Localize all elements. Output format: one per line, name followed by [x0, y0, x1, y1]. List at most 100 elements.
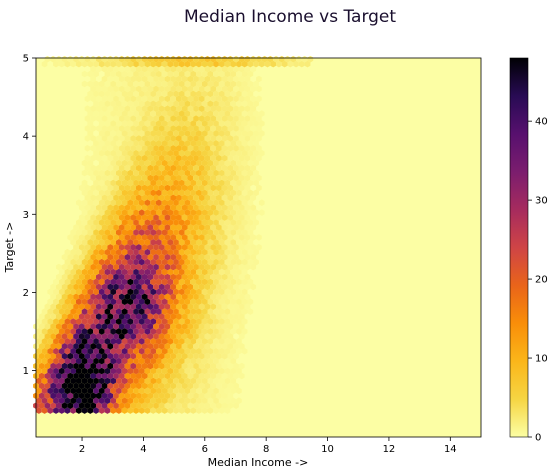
- hexbin-cell: [196, 130, 202, 137]
- hexbin-cell: [236, 179, 242, 187]
- hexbin-cell: [207, 318, 214, 325]
- hexbin-cell: [164, 392, 171, 400]
- hexbin-cell: [201, 258, 208, 266]
- hexbin-cell: [81, 397, 88, 404]
- hexbin-cell: [170, 184, 176, 192]
- hexbin-cell: [118, 174, 125, 182]
- hexbin-cell: [207, 209, 214, 216]
- x-tick-label: 2: [79, 444, 85, 455]
- hexbin-cell: [101, 303, 108, 310]
- hexbin-cell: [101, 125, 108, 132]
- hexbin-cell: [116, 169, 122, 177]
- hexbin-cell: [247, 159, 254, 167]
- hexbin-cell: [213, 278, 219, 286]
- hexbin-cell: [198, 164, 205, 172]
- hexbin-cell: [113, 55, 119, 63]
- hexbin-cell: [213, 60, 219, 68]
- hexbin-cell: [138, 407, 145, 414]
- hexbin-cell: [150, 209, 156, 216]
- hexbin-cell: [90, 95, 96, 103]
- hexbin-cell: [196, 318, 202, 325]
- hexbin-cell: [210, 362, 216, 370]
- hexbin-cell: [164, 283, 171, 291]
- hexbin-cell: [116, 120, 122, 127]
- hexbin-cell: [107, 65, 114, 73]
- hexbin-cell: [84, 253, 91, 261]
- hexbin-cell: [193, 95, 199, 103]
- hexbin-cell: [84, 204, 91, 211]
- hexbin-cell: [164, 95, 171, 103]
- hexbin-cell: [153, 352, 159, 360]
- hexbin-cell: [127, 308, 134, 315]
- hexbin-cell: [118, 85, 125, 93]
- hexbin-cell: [81, 239, 88, 246]
- hexbin-cell: [207, 278, 214, 286]
- hexbin-cell: [207, 159, 214, 167]
- hexbin-cell: [70, 367, 76, 375]
- hexbin-cell: [130, 224, 136, 231]
- hexbin-cell: [141, 372, 148, 380]
- hexbin-cell: [230, 120, 237, 127]
- hexbin-cell: [38, 392, 45, 400]
- hexbin-cell: [210, 244, 216, 251]
- hexbin-cell: [87, 90, 94, 98]
- hexbin-cell: [204, 273, 211, 281]
- hexbin-cell: [64, 357, 71, 365]
- hexbin-cell: [156, 258, 162, 266]
- hexbin-cell: [198, 125, 205, 132]
- hexbin-cell: [73, 382, 79, 390]
- hexbin-cell: [133, 377, 139, 385]
- hexbin-cell: [256, 85, 262, 93]
- hexbin-cell: [110, 110, 116, 117]
- hexbin-cell: [138, 298, 145, 305]
- hexbin-cell: [147, 85, 154, 93]
- hexbin-cell: [238, 174, 245, 182]
- hexbin-cell: [58, 407, 65, 414]
- hexbin-cell: [144, 298, 151, 305]
- hexbin-cell: [253, 60, 259, 68]
- hexbin-cell: [204, 85, 211, 93]
- hexbin-cell: [107, 194, 114, 202]
- hexbin-cell: [133, 229, 139, 236]
- hexbin-cell: [218, 298, 225, 305]
- hexbin-cell: [241, 60, 248, 68]
- hexbin-cell: [201, 140, 208, 147]
- hexbin-cell: [178, 169, 185, 177]
- hexbin-cell: [167, 199, 174, 206]
- hexbin-cell: [107, 135, 114, 142]
- hexbin-cell: [201, 120, 208, 127]
- hexbin-cell: [178, 179, 185, 187]
- hexbin-cell: [76, 268, 82, 276]
- hexbin-cell: [181, 164, 188, 172]
- hexbin-cell: [187, 164, 194, 172]
- hexbin-cell: [58, 387, 65, 395]
- hexbin-cell: [127, 209, 134, 216]
- hexbin-cell: [133, 149, 139, 157]
- hexbin-cell: [216, 303, 222, 310]
- hexbin-cell: [164, 145, 171, 152]
- hexbin-cell: [184, 407, 191, 414]
- hexbin-cell: [207, 308, 214, 315]
- hexbin-cell: [207, 80, 214, 88]
- hexbin-cell: [227, 352, 234, 360]
- hexbin-cell: [78, 362, 85, 370]
- hexbin-cell: [130, 313, 136, 320]
- hexbin-cell: [118, 303, 125, 310]
- hexbin-cell: [101, 164, 108, 172]
- hexbin-cell: [124, 234, 131, 241]
- hexbin-cell: [81, 268, 88, 276]
- hexbin-cell: [118, 343, 125, 350]
- hexbin-cell: [196, 377, 202, 385]
- hexbin-cell: [158, 154, 165, 162]
- hexbin-cell: [216, 214, 222, 221]
- hexbin-cell: [116, 298, 122, 305]
- hexbin-cell: [104, 308, 111, 315]
- hexbin-cell: [210, 214, 216, 221]
- hexbin-cell: [124, 382, 131, 390]
- hexbin-cell: [241, 248, 248, 256]
- hexbin-cell: [181, 174, 188, 182]
- hexbin-cell: [156, 407, 162, 414]
- hexbin-cell: [210, 303, 216, 310]
- hexbin-cell: [121, 110, 128, 117]
- hexbin-cell: [227, 313, 234, 320]
